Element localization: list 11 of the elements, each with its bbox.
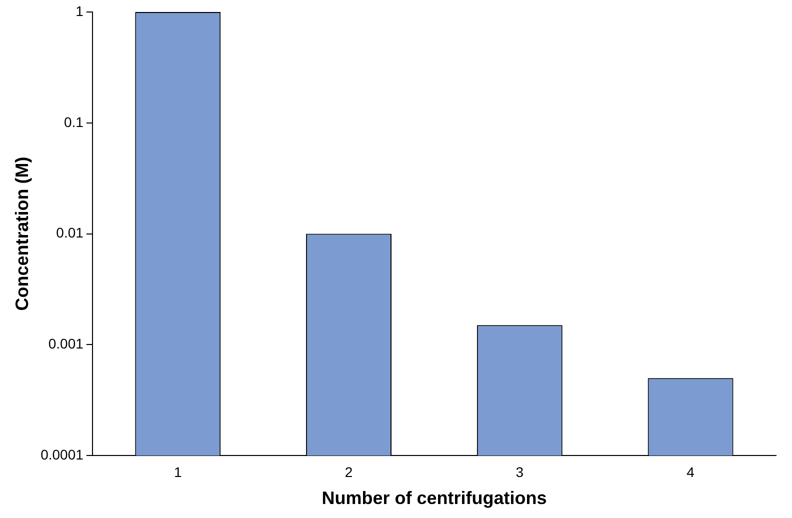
x-tick-label: 4	[686, 464, 695, 480]
x-axis-title: Number of centrifugations	[322, 488, 547, 508]
y-tick-label: 0.0001	[40, 446, 84, 462]
x-tick-label: 2	[344, 464, 353, 480]
y-tick-label: 1	[76, 2, 84, 19]
x-tick-label: 3	[516, 464, 524, 480]
y-tick-label: 0.001	[48, 336, 84, 352]
x-tick-label: 1	[174, 464, 182, 480]
y-tick-label: 0.1	[64, 114, 84, 130]
y-tick-label: 0.01	[56, 224, 84, 241]
y-axis-title: Concentration (M)	[12, 156, 32, 311]
